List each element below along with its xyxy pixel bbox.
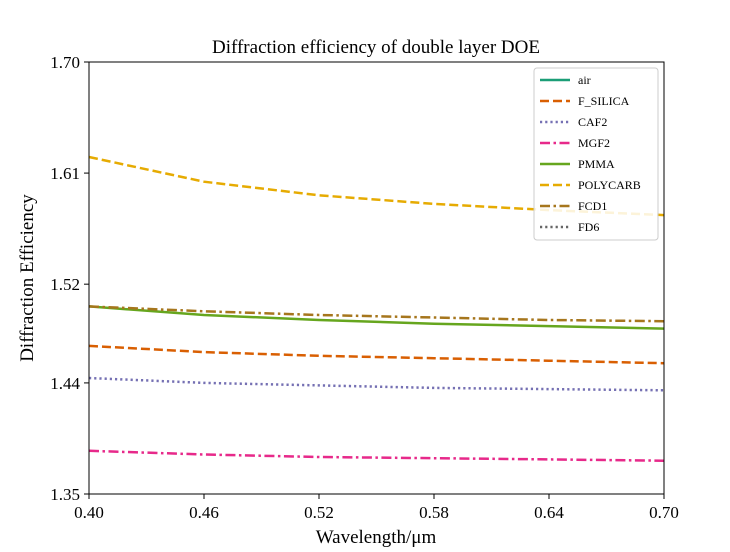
plot-area-frame — [88, 61, 665, 495]
y-tick-label: 1.52 — [50, 275, 80, 294]
legend-label: CAF2 — [578, 115, 607, 129]
series-line-mgf2 — [88, 449, 665, 462]
x-tick-label: 0.52 — [304, 503, 334, 522]
x-tick-label: 0.40 — [74, 503, 104, 522]
x-tick-label: 0.70 — [649, 503, 679, 522]
legend-label: FCD1 — [578, 199, 607, 213]
legend-label: POLYCARB — [578, 178, 641, 192]
legend-label: air — [578, 73, 591, 87]
x-axis-label: Wavelength/μm — [316, 527, 437, 548]
y-tick-label: 1.35 — [50, 485, 80, 504]
legend-label: PMMA — [578, 157, 615, 171]
x-tick-label: 0.64 — [534, 503, 564, 522]
series-line-f-silica — [88, 344, 665, 365]
legend-box — [533, 67, 659, 241]
legend: air F_SILICA CAF2 MGF2 PMMA POLYCARB FCD1 FD6 — [533, 67, 659, 241]
y-tick-label: 1.61 — [50, 164, 80, 183]
series-line-caf2 — [88, 376, 665, 392]
legend-label: MGF2 — [578, 136, 610, 150]
ticks-layer: 0.40 0.46 0.52 0.58 0.64 0.70 1.35 1.44 1.52 1.61… — [50, 53, 679, 522]
y-tick-label: 1.44 — [50, 374, 80, 393]
y-axis-label: Diffraction Efficiency — [17, 194, 38, 362]
legend-label: FD6 — [578, 220, 599, 234]
x-tick-label: 0.58 — [419, 503, 449, 522]
legend-label: F_SILICA — [578, 94, 630, 108]
x-tick-label: 0.46 — [189, 503, 219, 522]
series-line-pmma — [88, 305, 665, 330]
y-tick-label: 1.70 — [50, 53, 80, 72]
chart-title: Diffraction efficiency of double layer D… — [212, 37, 540, 58]
series-line-fcd1 — [88, 305, 665, 323]
